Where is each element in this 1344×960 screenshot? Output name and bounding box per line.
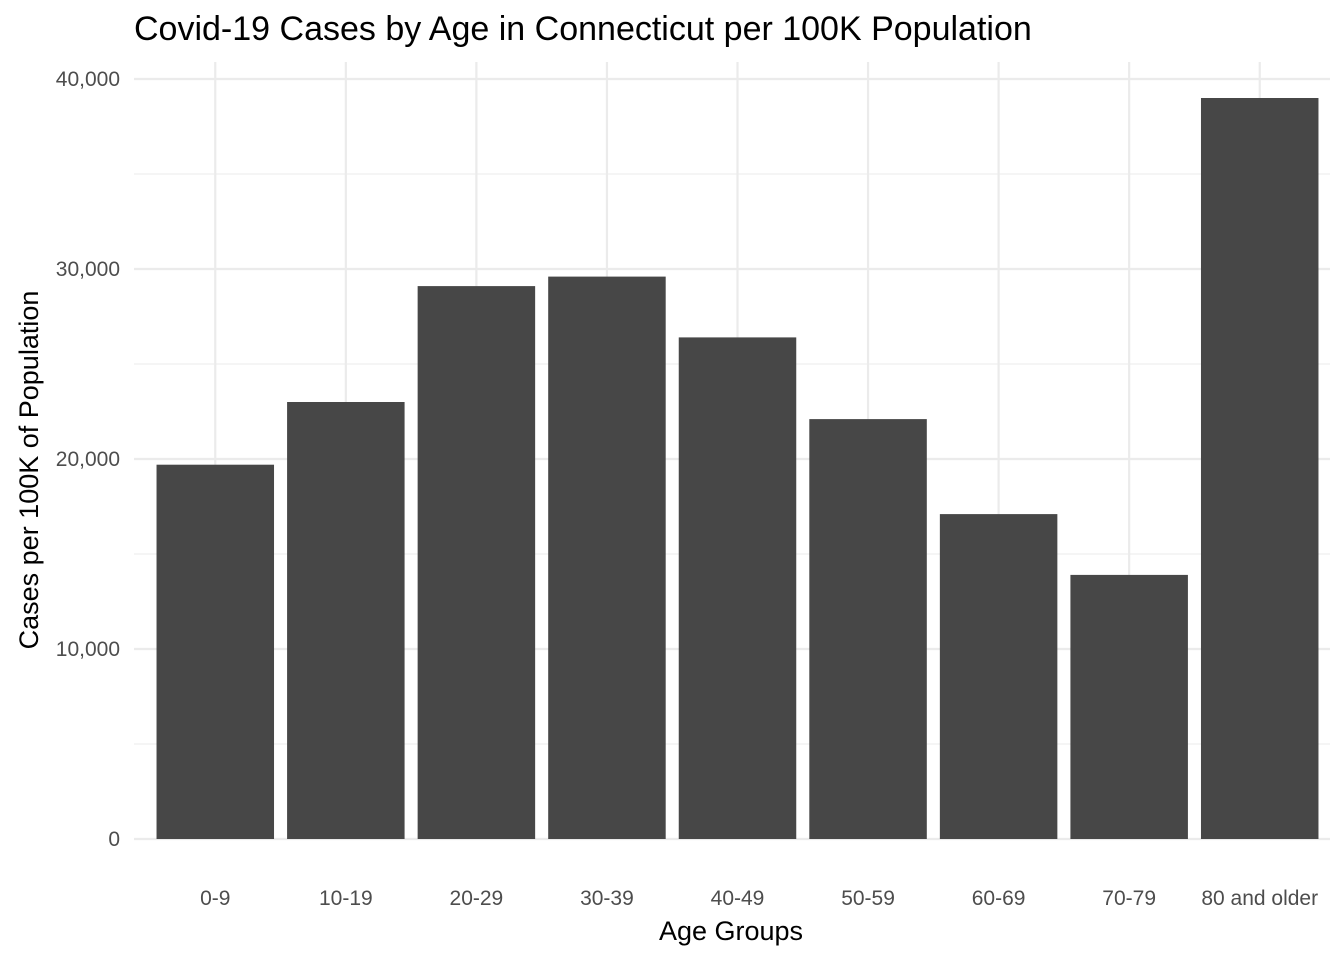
- x-tick-label: 80 and older: [1201, 887, 1318, 910]
- y-tick-label: 30,000: [56, 258, 120, 281]
- bar-60-69: [939, 514, 1058, 839]
- x-tick-label: 70-79: [1102, 887, 1156, 910]
- chart-title: Covid-19 Cases by Age in Connecticut per…: [134, 10, 1032, 48]
- y-tick-label: 0: [108, 828, 120, 851]
- x-tick-label: 60-69: [972, 887, 1026, 910]
- y-tick-label: 10,000: [56, 638, 120, 661]
- bars: [156, 98, 1319, 840]
- y-tick-label: 40,000: [56, 68, 120, 91]
- x-tick-label: 30-39: [580, 887, 634, 910]
- bar-70-79: [1070, 574, 1188, 839]
- bar-80-and-older: [1200, 98, 1319, 839]
- x-tick-label: 10-19: [319, 887, 373, 910]
- y-tick-label: 20,000: [56, 448, 120, 471]
- x-tick-label: 40-49: [711, 887, 765, 910]
- x-axis-title: Age Groups: [659, 916, 803, 946]
- y-axis-title: Cases per 100K of Population: [14, 291, 44, 650]
- bar-40-49: [678, 337, 797, 839]
- x-tick-label: 50-59: [841, 887, 895, 910]
- x-tick-label: 20-29: [450, 887, 504, 910]
- y-axis-tick-labels: 0 10,000 20,000 30,000 40,000: [56, 68, 120, 851]
- bar-50-59: [809, 419, 927, 839]
- x-axis-tick-labels: 0-9 10-19 20-29 30-39 40-49 50-59 60-69 70-79 80…: [200, 887, 1318, 910]
- bar-0-9: [156, 464, 275, 839]
- bar-20-29: [417, 286, 536, 840]
- bar-30-39: [548, 276, 666, 840]
- x-tick-label: 0-9: [200, 887, 230, 910]
- bar-10-19: [287, 402, 405, 839]
